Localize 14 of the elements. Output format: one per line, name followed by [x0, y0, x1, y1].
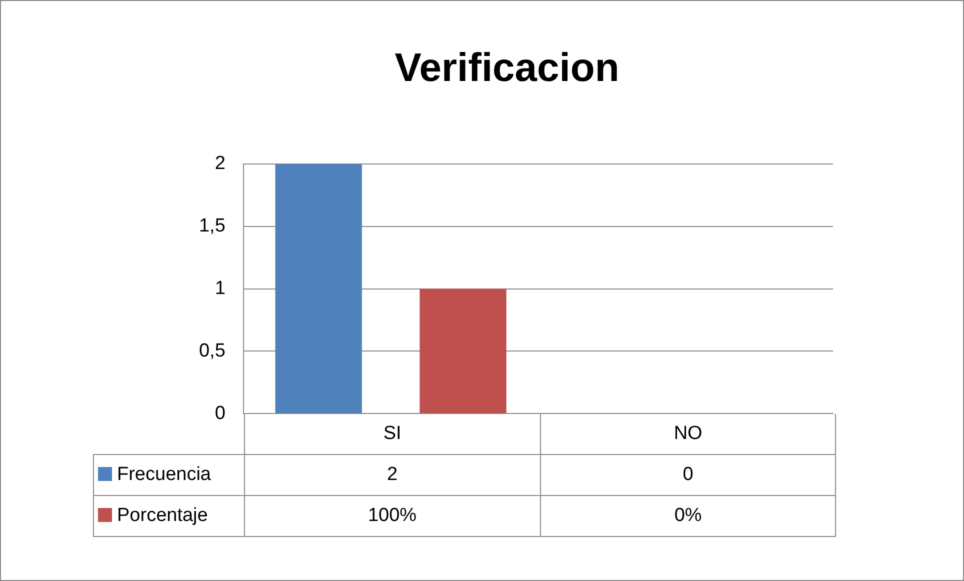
legend-label: Frecuencia	[94, 454, 244, 496]
x-tick-label: SI	[244, 414, 540, 454]
x-tick-label: NO	[540, 414, 836, 454]
data-label: 0%	[540, 495, 836, 536]
y-tick-label: 0,5	[198, 340, 226, 362]
y-tick-label: 0	[214, 402, 226, 424]
legend-label: Porcentaje	[94, 495, 244, 536]
chart-title: Verificacion	[394, 46, 620, 90]
data-label: 2	[244, 454, 540, 496]
y-tick-label: 1	[214, 278, 226, 300]
y-tick-label: 2	[214, 153, 226, 174]
y-tick-label: 1,5	[198, 216, 226, 237]
data-label: 100%	[244, 495, 540, 536]
data-label: 0	[540, 454, 836, 496]
